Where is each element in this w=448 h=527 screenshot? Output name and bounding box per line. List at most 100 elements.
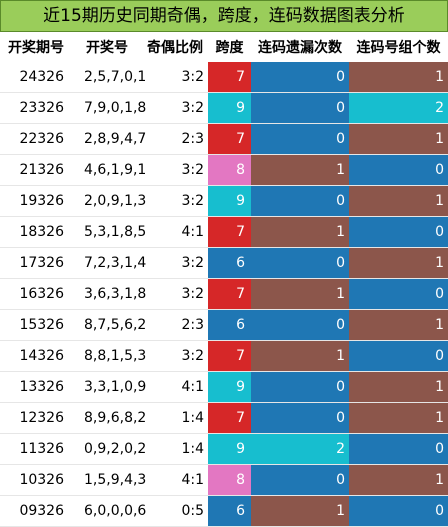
- odd-even-ratio-cell: 3:2: [181, 162, 204, 178]
- odd-even-ratio-cell: 1:4: [181, 441, 204, 457]
- odd-even-ratio-cell: 0:5: [181, 503, 204, 519]
- numbers-cell: 0,9,2,0,2: [84, 441, 147, 457]
- odd-even-ratio-cell: 4:1: [181, 472, 204, 488]
- odd-even-ratio-cell: 2:3: [181, 317, 204, 333]
- period-cell: 10326: [19, 472, 64, 488]
- span-cell: 7: [208, 340, 251, 372]
- odd-even-ratio-cell: 4:1: [181, 224, 204, 240]
- period-cell: 09326: [19, 503, 64, 519]
- table-row: 12326 8,9,6,8,2 1:4 7 0 1: [0, 402, 448, 434]
- numbers-cell: 3,6,3,1,8: [84, 286, 147, 302]
- table-row: 17326 7,2,3,1,4 3:2 6 0 1: [0, 247, 448, 279]
- period-cell: 21326: [19, 162, 64, 178]
- table-row: 23326 7,9,0,1,8 3:2 9 0 2: [0, 92, 448, 124]
- consecutive-groups-cell: 1: [349, 464, 448, 496]
- table-row: 11326 0,9,2,0,2 1:4 9 2 0: [0, 433, 448, 465]
- consecutive-omit-cell: 1: [251, 216, 349, 248]
- numbers-cell: 1,5,9,4,3: [84, 472, 147, 488]
- numbers-cell: 4,6,1,9,1: [84, 162, 147, 178]
- consecutive-omit-cell: 0: [251, 402, 349, 434]
- consecutive-groups-cell: 0: [349, 216, 448, 248]
- consecutive-groups-cell: 0: [349, 340, 448, 372]
- span-cell: 7: [208, 278, 251, 310]
- consecutive-groups-cell: 1: [349, 247, 448, 279]
- numbers-cell: 7,2,3,1,4: [84, 255, 147, 271]
- odd-even-ratio-cell: 1:4: [181, 410, 204, 426]
- consecutive-omit-cell: 0: [251, 247, 349, 279]
- span-cell: 9: [208, 433, 251, 465]
- period-cell: 14326: [19, 348, 64, 364]
- table-row: 13326 3,3,1,0,9 4:1 9 0 1: [0, 371, 448, 403]
- numbers-cell: 8,9,6,8,2: [84, 410, 147, 426]
- table-row: 14326 8,8,1,5,3 3:2 7 1 0: [0, 340, 448, 372]
- numbers-cell: 5,3,1,8,5: [84, 224, 147, 240]
- period-cell: 15326: [19, 317, 64, 333]
- table-row: 15326 8,7,5,6,2 2:3 6 0 1: [0, 309, 448, 341]
- consecutive-omit-cell: 2: [251, 433, 349, 465]
- consecutive-omit-cell: 1: [251, 495, 349, 527]
- span-cell: 9: [208, 371, 251, 403]
- period-cell: 22326: [19, 131, 64, 147]
- numbers-cell: 3,3,1,0,9: [84, 379, 147, 395]
- period-cell: 24326: [19, 69, 64, 85]
- numbers-cell: 8,7,5,6,2: [84, 317, 147, 333]
- span-cell: 7: [208, 62, 251, 93]
- period-cell: 19326: [19, 193, 64, 209]
- table-row: 16326 3,6,3,1,8 3:2 7 1 0: [0, 278, 448, 310]
- period-cell: 18326: [19, 224, 64, 240]
- table-row: 18326 5,3,1,8,5 4:1 7 1 0: [0, 216, 448, 248]
- consecutive-omit-cell: 1: [251, 340, 349, 372]
- consecutive-omit-cell: 1: [251, 278, 349, 310]
- header-consecutive-groups: 连码号组个数: [349, 32, 448, 62]
- period-cell: 13326: [19, 379, 64, 395]
- period-cell: 23326: [19, 100, 64, 116]
- period-cell: 12326: [19, 410, 64, 426]
- numbers-cell: 8,8,1,5,3: [84, 348, 147, 364]
- numbers-cell: 2,8,9,4,7: [84, 131, 147, 147]
- table-row: 21326 4,6,1,9,1 3:2 8 1 0: [0, 154, 448, 186]
- span-cell: 7: [208, 123, 251, 155]
- consecutive-groups-cell: 0: [349, 278, 448, 310]
- span-cell: 7: [208, 216, 251, 248]
- span-cell: 6: [208, 247, 251, 279]
- table-header-row: 开奖期号 开奖号 奇偶比例 跨度 连码遗漏次数 连码号组个数: [0, 32, 448, 62]
- consecutive-groups-cell: 2: [349, 92, 448, 124]
- history-table: 开奖期号 开奖号 奇偶比例 跨度 连码遗漏次数 连码号组个数 24326 2,5,…: [0, 32, 448, 527]
- table-row: 22326 2,8,9,4,7 2:3 7 0 1: [0, 123, 448, 155]
- consecutive-omit-cell: 0: [251, 92, 349, 124]
- numbers-cell: 2,0,9,1,3: [84, 193, 147, 209]
- span-cell: 6: [208, 495, 251, 527]
- consecutive-omit-cell: 0: [251, 185, 349, 217]
- consecutive-groups-cell: 1: [349, 185, 448, 217]
- consecutive-groups-cell: 1: [349, 402, 448, 434]
- odd-even-ratio-cell: 3:2: [181, 193, 204, 209]
- odd-even-ratio-cell: 3:2: [181, 286, 204, 302]
- span-cell: 8: [208, 154, 251, 186]
- header-period: 开奖期号: [0, 32, 72, 62]
- consecutive-omit-cell: 0: [251, 371, 349, 403]
- consecutive-groups-cell: 0: [349, 495, 448, 527]
- odd-even-ratio-cell: 3:2: [181, 69, 204, 85]
- page-title: 近15期历史同期奇偶，跨度，连码数据图表分析: [0, 0, 448, 32]
- numbers-cell: 6,0,0,0,6: [84, 503, 147, 519]
- span-cell: 6: [208, 309, 251, 341]
- table-row: 10326 1,5,9,4,3 4:1 8 0 1: [0, 464, 448, 496]
- span-cell: 7: [208, 402, 251, 434]
- period-cell: 17326: [19, 255, 64, 271]
- period-cell: 16326: [19, 286, 64, 302]
- table-row: 19326 2,0,9,1,3 3:2 9 0 1: [0, 185, 448, 217]
- consecutive-groups-cell: 0: [349, 433, 448, 465]
- header-consecutive-omit: 连码遗漏次数: [251, 32, 349, 62]
- consecutive-groups-cell: 0: [349, 154, 448, 186]
- span-cell: 9: [208, 185, 251, 217]
- period-cell: 11326: [19, 441, 64, 457]
- consecutive-omit-cell: 1: [251, 154, 349, 186]
- odd-even-ratio-cell: 2:3: [181, 131, 204, 147]
- consecutive-groups-cell: 1: [349, 371, 448, 403]
- span-cell: 9: [208, 92, 251, 124]
- consecutive-omit-cell: 0: [251, 309, 349, 341]
- consecutive-groups-cell: 1: [349, 123, 448, 155]
- odd-even-ratio-cell: 3:2: [181, 100, 204, 116]
- odd-even-ratio-cell: 3:2: [181, 348, 204, 364]
- header-span: 跨度: [208, 32, 251, 62]
